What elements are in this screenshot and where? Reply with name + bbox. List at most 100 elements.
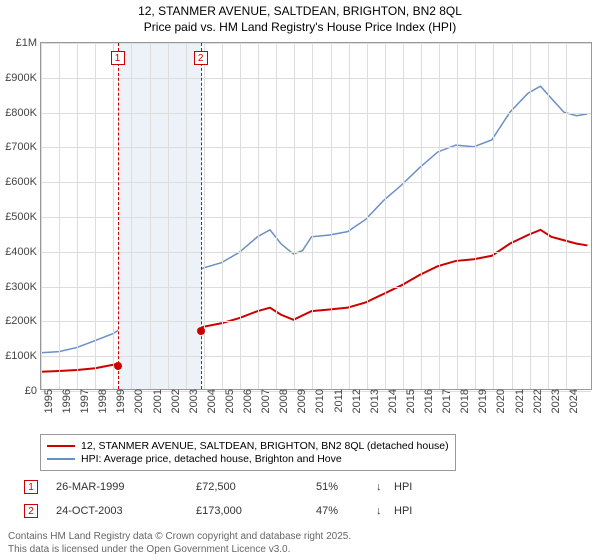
legend-item: 12, STANMER AVENUE, SALTDEAN, BRIGHTON, … (47, 440, 449, 452)
x-axis-label: 2003 (186, 389, 200, 413)
gridline-v (240, 43, 241, 389)
x-axis-label: 2021 (512, 389, 526, 413)
x-axis-label: 1995 (41, 389, 55, 413)
sale-row-marker: 2 (24, 504, 38, 518)
y-axis-label: £100K (5, 350, 41, 362)
gridline-v (530, 43, 531, 389)
sale-date: 26-MAR-1999 (56, 481, 196, 493)
footer-line-1: Contains HM Land Registry data © Crown c… (8, 531, 351, 544)
chart-title: 12, STANMER AVENUE, SALTDEAN, BRIGHTON, … (0, 0, 600, 37)
x-axis-label: 2019 (475, 389, 489, 413)
gridline-v (41, 43, 42, 389)
sale-row: 2 24-OCT-2003£173,00047%↓HPI (24, 504, 584, 518)
x-axis-label: 2004 (204, 389, 218, 413)
gridline-v (493, 43, 494, 389)
x-axis-label: 2014 (385, 389, 399, 413)
sale-marker-box: 1 (111, 51, 125, 65)
gridline-v (59, 43, 60, 389)
gridline-h (41, 43, 591, 44)
x-axis-label: 2001 (150, 389, 164, 413)
sale-row-marker: 1 (24, 480, 38, 494)
x-axis-label: 2005 (222, 389, 236, 413)
gridline-h (41, 217, 591, 218)
x-axis-label: 2023 (548, 389, 562, 413)
sale-marker-line (201, 43, 202, 389)
y-axis-label: £400K (5, 246, 41, 258)
x-axis-label: 2002 (168, 389, 182, 413)
gridline-v (95, 43, 96, 389)
gridline-v (168, 43, 169, 389)
down-arrow-icon: ↓ (376, 505, 394, 517)
gridline-v (475, 43, 476, 389)
shaded-band (118, 43, 201, 389)
sale-pct: 47% (316, 505, 376, 517)
gridline-v (204, 43, 205, 389)
gridline-h (41, 252, 591, 253)
gridline-h (41, 321, 591, 322)
x-axis-label: 2007 (258, 389, 272, 413)
sale-ref: HPI (394, 505, 434, 517)
legend-item: HPI: Average price, detached house, Brig… (47, 453, 449, 465)
legend-swatch (47, 445, 75, 447)
x-axis-label: 2018 (457, 389, 471, 413)
gridline-h (41, 147, 591, 148)
sale-point-dot (197, 327, 205, 335)
gridline-v (349, 43, 350, 389)
legend-label: 12, STANMER AVENUE, SALTDEAN, BRIGHTON, … (81, 440, 449, 452)
gridline-v (131, 43, 132, 389)
gridline-v (150, 43, 151, 389)
y-axis-label: £900K (5, 72, 41, 84)
sale-pct: 51% (316, 481, 376, 493)
title-line-1: 12, STANMER AVENUE, SALTDEAN, BRIGHTON, … (0, 4, 600, 20)
sale-date: 24-OCT-2003 (56, 505, 196, 517)
gridline-v (258, 43, 259, 389)
x-axis-label: 2015 (403, 389, 417, 413)
gridline-h (41, 287, 591, 288)
gridline-h (41, 78, 591, 79)
gridline-h (41, 113, 591, 114)
gridline-v (276, 43, 277, 389)
x-axis-label: 2022 (530, 389, 544, 413)
gridline-v (331, 43, 332, 389)
down-arrow-icon: ↓ (376, 481, 394, 493)
gridline-v (367, 43, 368, 389)
x-axis-label: 2013 (367, 389, 381, 413)
gridline-v (548, 43, 549, 389)
x-axis-label: 2010 (312, 389, 326, 413)
gridline-v (457, 43, 458, 389)
x-axis-label: 1998 (95, 389, 109, 413)
x-axis-label: 2020 (493, 389, 507, 413)
sale-price: £72,500 (196, 481, 316, 493)
y-axis-label: £1M (16, 37, 41, 49)
sale-ref: HPI (394, 481, 434, 493)
legend-label: HPI: Average price, detached house, Brig… (81, 453, 342, 465)
gridline-v (222, 43, 223, 389)
y-axis-label: £200K (5, 315, 41, 327)
y-axis-label: £500K (5, 211, 41, 223)
x-axis-label: 2000 (131, 389, 145, 413)
title-line-2: Price paid vs. HM Land Registry's House … (0, 20, 600, 36)
legend-swatch (47, 458, 75, 460)
x-axis-label: 1999 (113, 389, 127, 413)
gridline-v (113, 43, 114, 389)
footer-line-2: This data is licensed under the Open Gov… (8, 544, 351, 557)
x-axis-label: 2006 (240, 389, 254, 413)
sale-marker-box: 2 (194, 51, 208, 65)
x-axis-label: 2008 (276, 389, 290, 413)
x-axis-label: 2017 (439, 389, 453, 413)
x-axis-label: 2016 (421, 389, 435, 413)
y-axis-label: £600K (5, 176, 41, 188)
plot-area: £0£100K£200K£300K£400K£500K£600K£700K£80… (40, 42, 592, 390)
y-axis-label: £0 (25, 385, 41, 397)
gridline-v (385, 43, 386, 389)
footer: Contains HM Land Registry data © Crown c… (8, 531, 351, 556)
sale-price: £173,000 (196, 505, 316, 517)
sale-row: 1 26-MAR-1999£72,50051%↓HPI (24, 480, 584, 494)
gridline-v (77, 43, 78, 389)
x-axis-label: 2009 (294, 389, 308, 413)
y-axis-label: £700K (5, 141, 41, 153)
gridline-v (566, 43, 567, 389)
gridline-v (294, 43, 295, 389)
gridline-v (186, 43, 187, 389)
x-axis-label: 1997 (77, 389, 91, 413)
